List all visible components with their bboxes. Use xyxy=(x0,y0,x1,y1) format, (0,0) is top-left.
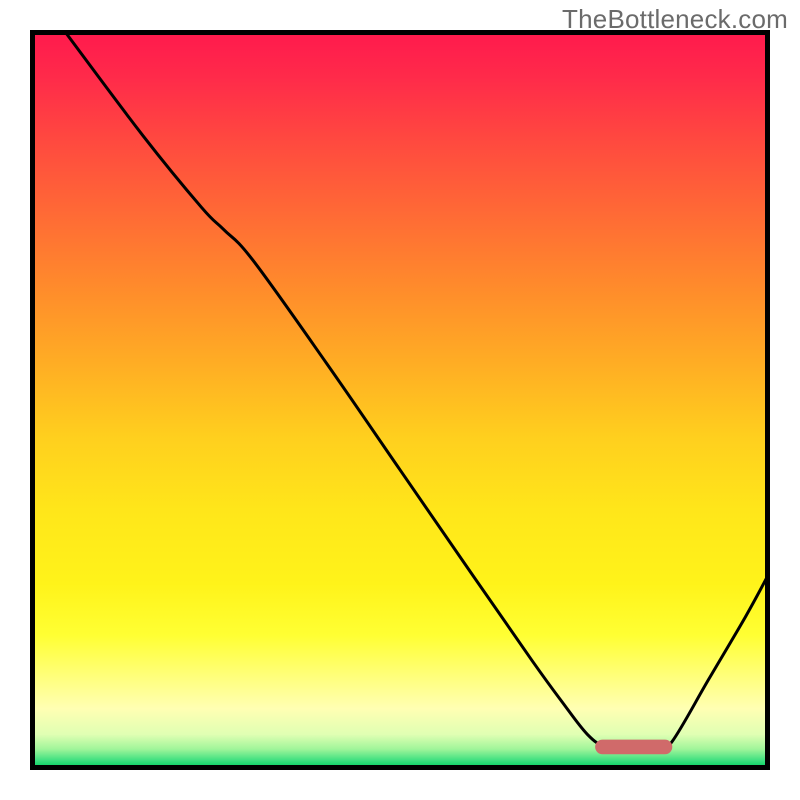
chart-container: TheBottleneck.com xyxy=(0,0,800,800)
background-gradient xyxy=(33,33,768,768)
gradient-line-chart xyxy=(0,0,800,800)
watermark-text: TheBottleneck.com xyxy=(562,4,788,35)
optimal-range-marker xyxy=(595,740,672,755)
